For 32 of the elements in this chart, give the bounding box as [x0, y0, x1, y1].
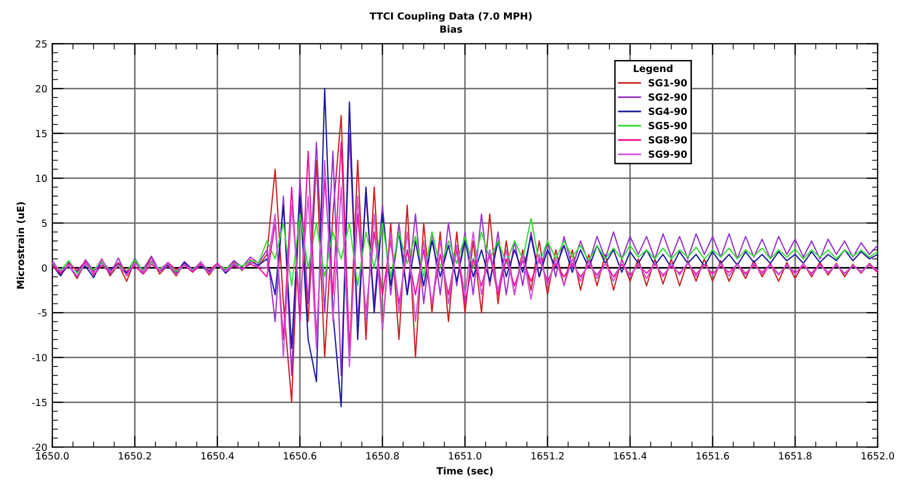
- y-tick-label: -5: [38, 309, 47, 316]
- legend-title: Legend: [634, 64, 672, 74]
- x-tick-label: 1651.2: [532, 452, 564, 460]
- x-tick-label: 1651.8: [779, 452, 812, 460]
- legend-label: SG8-90: [648, 136, 687, 144]
- y-tick-label: 25: [36, 40, 47, 48]
- legend-label: SG1-90: [648, 79, 687, 86]
- legend-label: SG2-90: [648, 93, 687, 101]
- y-tick-label: 15: [36, 130, 47, 138]
- x-tick-label: 1652.0: [862, 452, 894, 460]
- x-axis-title: Time (sec): [436, 466, 493, 476]
- x-tick-label: 1650.8: [366, 452, 399, 460]
- x-tick-label: 1651.6: [696, 452, 729, 460]
- x-tick-label: 1650.6: [284, 452, 316, 460]
- chart-title: TTCI Coupling Data (7.0 MPH): [370, 12, 532, 22]
- y-axis-title: Microstrain (uE): [16, 202, 26, 289]
- x-tick-label: 1651.4: [614, 452, 647, 460]
- x-tick-label: 1651.0: [449, 452, 482, 460]
- x-tick-label: 1650.0: [36, 452, 69, 460]
- x-tick-label: 1650.4: [201, 452, 234, 460]
- legend-label: SG5-90: [648, 122, 687, 130]
- y-tick-label: 20: [36, 85, 47, 92]
- chart-subtitle: Bias: [440, 25, 462, 33]
- y-tick-label: -10: [32, 354, 47, 362]
- y-tick-label: -15: [32, 398, 47, 406]
- y-tick-label: 0: [42, 264, 47, 272]
- y-tick-label: 10: [36, 174, 47, 182]
- legend-label: SG9-90: [648, 150, 687, 158]
- y-tick-label: 5: [42, 220, 47, 227]
- y-tick-label: -20: [32, 444, 47, 451]
- x-tick-label: 1650.2: [118, 452, 151, 460]
- legend-label: SG4-90: [648, 108, 687, 116]
